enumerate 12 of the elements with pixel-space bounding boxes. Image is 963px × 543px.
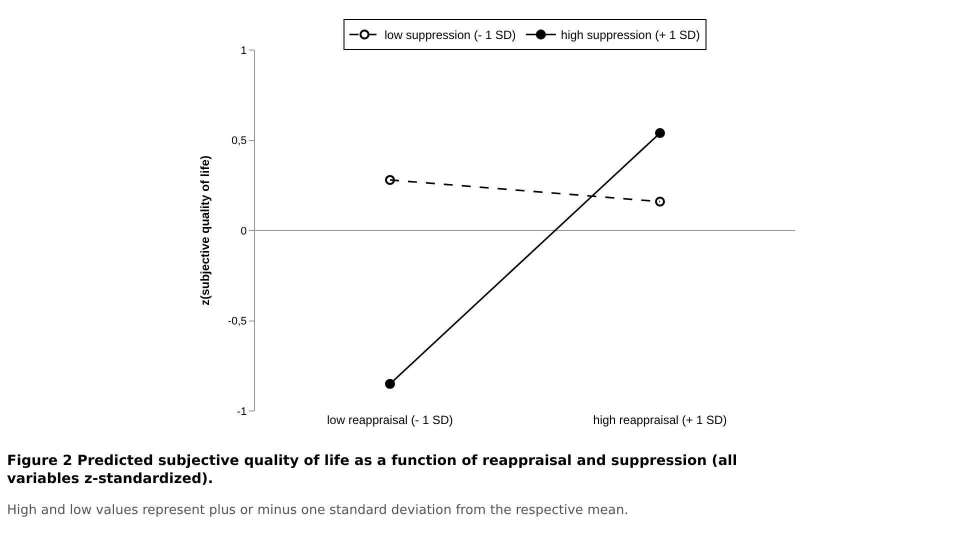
legend-label: low suppression (- 1 SD) [384, 28, 516, 42]
y-axis-title: z(subjective quality of life) [198, 155, 212, 306]
y-tick-label: -1 [237, 406, 247, 418]
text: High and low values represent plus or minus one standard deviation from the respective mean. [7, 503, 628, 518]
y-tick-label: 1 [240, 44, 247, 57]
text: Figure 2 Predicted subjective quality of life as a function of reappraisal and suppression (all variables z-standardized). [7, 453, 738, 488]
x-tick-label: high reappraisal (+ 1 SD) [593, 413, 727, 427]
x-tick-label: low reappraisal (- 1 SD) [326, 413, 454, 427]
legend-label: high suppression (+ 1 SD) [560, 28, 700, 42]
y-tick-label: 0,5 [232, 135, 247, 148]
y-tick-label: -0,5 [228, 316, 247, 328]
y-tick-label: 0 [240, 225, 247, 238]
